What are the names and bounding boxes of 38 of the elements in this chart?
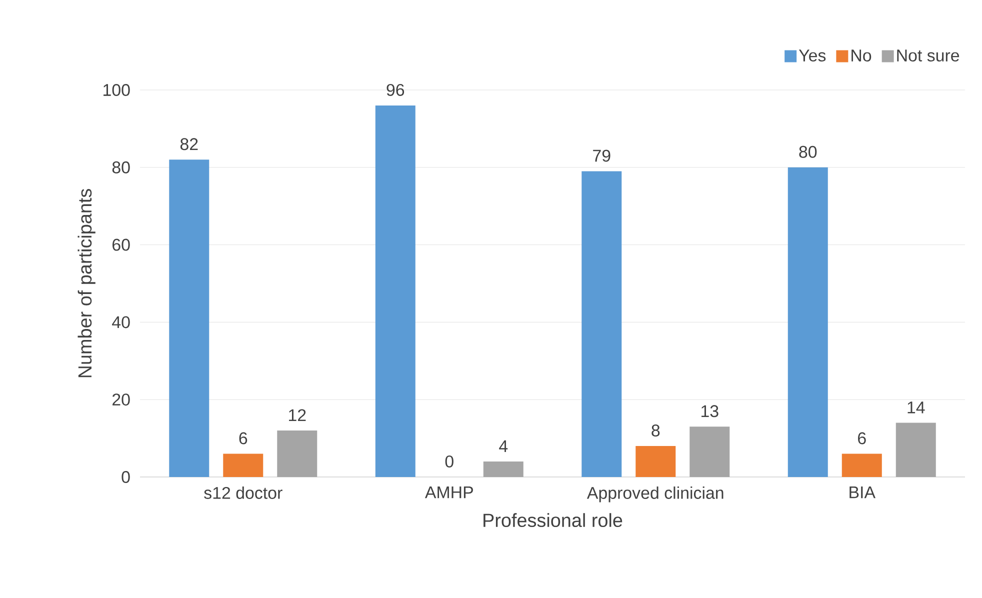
bar: [636, 446, 676, 477]
bar: [896, 422, 936, 477]
bar: [483, 462, 524, 477]
x-axis-title: Professional role: [484, 513, 622, 528]
data-label: 80: [799, 146, 817, 158]
data-label: 4: [499, 440, 508, 452]
y-tick-label: 60: [112, 238, 130, 251]
data-label: 82: [180, 138, 198, 150]
y-tick-label: 0: [122, 470, 130, 483]
bar: [375, 105, 416, 477]
y-tick-label: 40: [112, 316, 130, 328]
legend-label: Not sure: [897, 50, 960, 62]
bar: [842, 454, 882, 477]
x-tick-label: s12 doctor: [204, 486, 282, 499]
data-label: 6: [858, 432, 866, 444]
data-label: 13: [702, 405, 718, 418]
bar: [788, 167, 828, 477]
bar: [277, 430, 318, 477]
bar: [690, 426, 730, 477]
x-tick-label: Approved clinician: [586, 486, 724, 502]
y-tick-label: 100: [104, 84, 130, 96]
legend-label: No: [852, 50, 872, 62]
y-tick-label: 20: [112, 394, 130, 406]
bar: [223, 454, 264, 477]
y-tick-label: 80: [112, 161, 130, 174]
data-label: 12: [289, 409, 306, 422]
data-label: 79: [593, 150, 610, 162]
y-axis-title: Number of participants: [78, 188, 96, 378]
legend-label: Yes: [798, 50, 826, 62]
x-tick-label: BIA: [850, 486, 876, 498]
data-label: 0: [445, 455, 454, 468]
data-label: 14: [908, 402, 925, 414]
bar: [169, 160, 210, 477]
bar: [582, 171, 622, 477]
data-label: 96: [386, 84, 404, 96]
x-tick-label: AMHP: [424, 486, 473, 498]
data-label: 8: [652, 424, 660, 437]
data-label: 6: [239, 432, 248, 444]
